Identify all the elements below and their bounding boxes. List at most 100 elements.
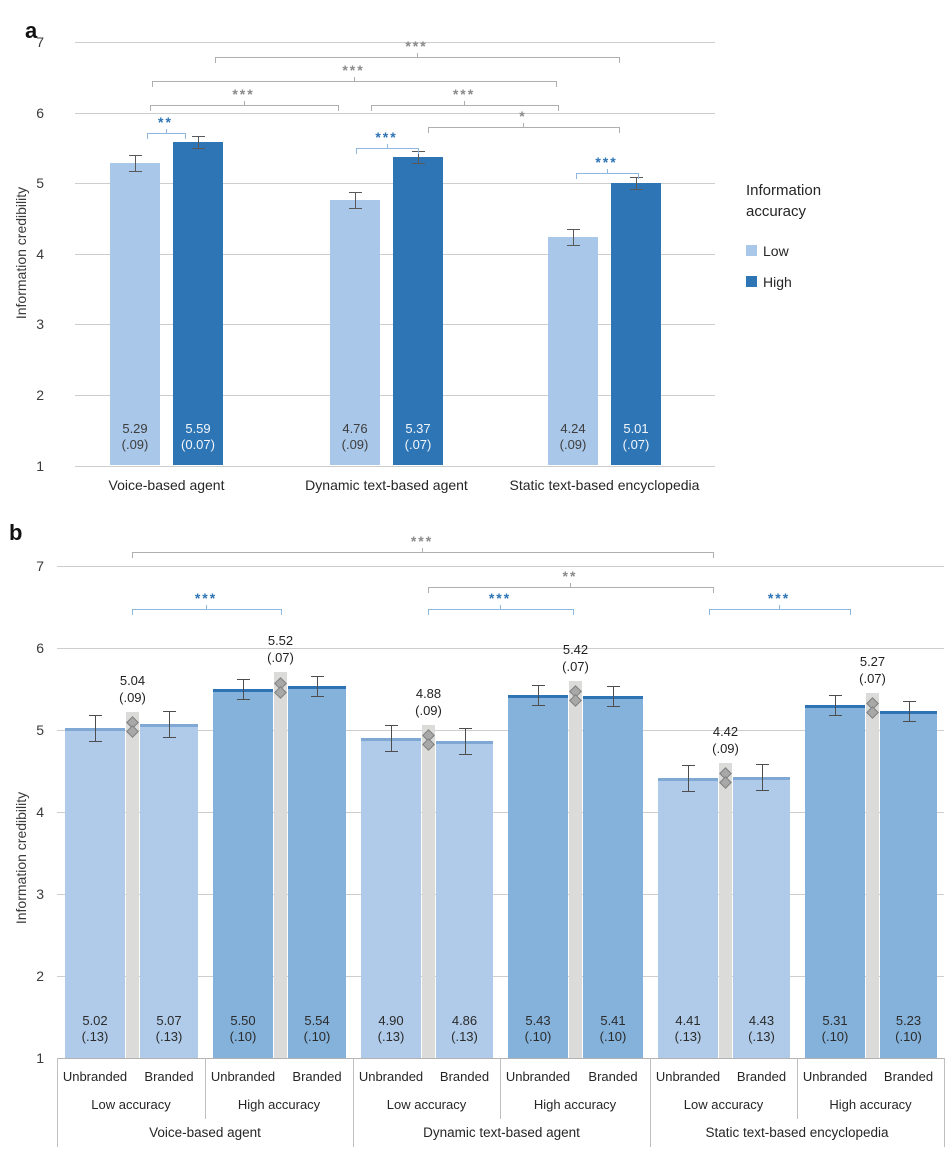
significance-bracket-tick bbox=[500, 605, 501, 609]
error-bar bbox=[135, 154, 136, 171]
error-bar-cap bbox=[192, 147, 205, 149]
error-bar-cap bbox=[532, 684, 545, 686]
error-bar-cap bbox=[458, 728, 472, 730]
significance-bracket bbox=[132, 609, 282, 615]
significance-bracket-tick bbox=[165, 129, 167, 133]
y-tick-label: 4 bbox=[36, 245, 44, 262]
error-bar-cap bbox=[349, 208, 362, 210]
significance-bracket-tick bbox=[353, 77, 355, 81]
significance-bracket bbox=[132, 552, 714, 558]
gridline bbox=[57, 894, 944, 895]
significance-stars: *** bbox=[410, 533, 434, 549]
bar-value-label: 5.29 (.09) bbox=[121, 421, 149, 452]
bar bbox=[805, 704, 865, 1058]
error-bar-cap bbox=[630, 188, 643, 190]
error-bar-cap bbox=[129, 170, 142, 172]
axis-separator bbox=[797, 1058, 798, 1119]
significance-bracket-tick bbox=[422, 548, 423, 552]
tier-branding-label: Branded bbox=[588, 1069, 638, 1084]
error-bar bbox=[464, 728, 466, 755]
error-bar bbox=[198, 135, 199, 148]
tier-branding-label: Unbranded bbox=[505, 1069, 571, 1084]
tier-branding-label: Branded bbox=[736, 1069, 787, 1084]
significance-bracket bbox=[428, 127, 620, 133]
marginal-mean-strip bbox=[274, 672, 287, 1058]
tier-branding-label: Branded bbox=[439, 1069, 490, 1084]
significance-bracket bbox=[147, 133, 186, 139]
significance-stars: *** bbox=[342, 62, 365, 78]
significance-stars: *** bbox=[595, 154, 618, 170]
bar bbox=[288, 685, 346, 1058]
significance-stars: *** bbox=[767, 590, 791, 606]
bar-value-label: 5.37 (.07) bbox=[404, 421, 432, 452]
bar bbox=[361, 738, 421, 1058]
bar-value-label: 4.90 (.13) bbox=[377, 1013, 405, 1044]
gridline bbox=[57, 812, 944, 813]
error-bar bbox=[538, 684, 539, 705]
error-bar-cap bbox=[385, 751, 398, 753]
error-bar bbox=[835, 694, 836, 715]
axis-separator bbox=[353, 1058, 354, 1147]
tier-accuracy-label: High accuracy bbox=[237, 1097, 321, 1112]
bar bbox=[508, 694, 568, 1058]
tier-branding-label: Branded bbox=[292, 1069, 342, 1084]
error-bar-cap bbox=[311, 695, 324, 697]
tier-platform-label: Dynamic text-based agent bbox=[423, 1125, 580, 1140]
bar-value-label: 5.23 (.10) bbox=[895, 1013, 922, 1044]
bar-value-label: 4.41 (.13) bbox=[674, 1013, 702, 1044]
legend-title-line2: accuracy bbox=[746, 203, 807, 220]
bar bbox=[880, 711, 937, 1058]
significance-bracket-tick bbox=[606, 169, 608, 173]
y-tick-label: 7 bbox=[36, 34, 44, 51]
error-bar-cap bbox=[829, 714, 842, 716]
legend-item-label: Low bbox=[763, 243, 789, 259]
bar bbox=[330, 200, 380, 466]
tier-platform-label: Static text-based encyclopedia bbox=[705, 1125, 889, 1140]
tier-accuracy-label: High accuracy bbox=[829, 1097, 912, 1112]
bar bbox=[110, 162, 160, 466]
tier-accuracy-label: Low accuracy bbox=[683, 1097, 764, 1112]
bar bbox=[548, 236, 598, 466]
significance-stars: ** bbox=[562, 568, 578, 584]
panel-b-label: b bbox=[9, 520, 23, 545]
marginal-mean-label: 4.42 (.09) bbox=[712, 723, 739, 756]
axis-separator bbox=[650, 1058, 651, 1147]
marginal-mean-strip bbox=[422, 724, 435, 1058]
bar-value-label: 5.01 (.07) bbox=[622, 421, 650, 452]
error-bar bbox=[169, 711, 170, 738]
significance-bracket bbox=[150, 105, 339, 111]
tier-branding-label: Unbranded bbox=[802, 1069, 868, 1084]
tier-accuracy-label: Low accuracy bbox=[386, 1097, 467, 1112]
error-bar bbox=[391, 725, 392, 752]
gridline bbox=[57, 976, 944, 977]
y-tick-label: 1 bbox=[36, 457, 44, 474]
y-tick-label: 7 bbox=[36, 558, 44, 574]
error-bar bbox=[613, 686, 614, 707]
significance-stars: *** bbox=[194, 590, 218, 606]
significance-bracket-tick bbox=[206, 605, 207, 609]
tier-branding-label: Unbranded bbox=[655, 1069, 721, 1084]
significance-bracket-tick bbox=[570, 583, 571, 587]
error-bar-cap bbox=[630, 176, 643, 178]
error-bar-cap bbox=[682, 791, 695, 793]
significance-stars: *** bbox=[405, 38, 428, 54]
legend-swatch bbox=[746, 276, 757, 287]
y-tick-label: 5 bbox=[36, 722, 44, 738]
error-bar bbox=[355, 192, 356, 209]
bar-value-label: 5.31 (.10) bbox=[821, 1013, 849, 1044]
error-bar bbox=[243, 679, 244, 699]
error-bar bbox=[636, 176, 637, 189]
bar-value-label: 5.54 (.10) bbox=[303, 1013, 331, 1044]
error-bar bbox=[418, 151, 419, 164]
legend-item-label: High bbox=[763, 274, 792, 290]
x-category-label: Voice-based agent bbox=[108, 477, 225, 493]
y-tick-label: 1 bbox=[36, 1050, 44, 1066]
x-category-label: Static text-based encyclopedia bbox=[509, 477, 700, 493]
significance-bracket bbox=[371, 105, 559, 111]
error-bar-cap bbox=[532, 704, 545, 706]
error-bar-cap bbox=[237, 699, 250, 700]
significance-bracket bbox=[428, 609, 574, 615]
gridline bbox=[57, 648, 944, 649]
bar bbox=[140, 724, 198, 1058]
